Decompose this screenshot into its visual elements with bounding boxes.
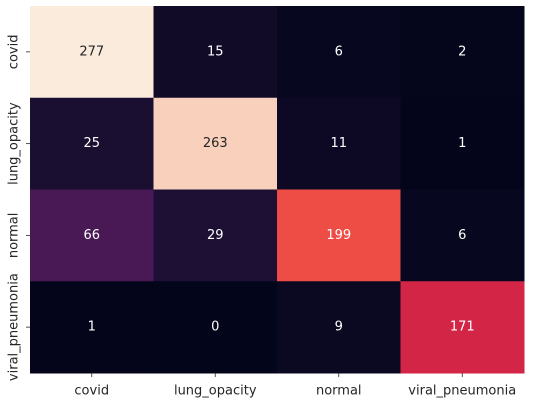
y-tick-label-covid: covid <box>7 35 22 70</box>
heatmap-cell-lung_opacity-normal <box>277 97 401 190</box>
heatmap-cell-normal-covid <box>30 189 154 282</box>
heatmap-cell-lung_opacity-viral_pneumonia <box>400 97 525 190</box>
heatmap-cell-covid-covid <box>30 6 154 99</box>
heatmap-cell-viral_pneumonia-lung_opacity <box>153 281 278 374</box>
heatmap-cell-normal-lung_opacity <box>153 189 278 282</box>
heatmap-cell-covid-lung_opacity <box>153 6 278 99</box>
annotations-layer: 277 15 6 225 263 11 166 29 199 61 0 9 171 <box>79 44 474 334</box>
heatmap-cell-lung_opacity-lung_opacity <box>153 97 278 190</box>
x-tick-label-viral_pneumonia: viral_pneumonia <box>408 384 516 399</box>
y-tick-label-lung_opacity: lung_opacity <box>7 102 22 185</box>
cell-value-label: 263 <box>203 136 228 151</box>
x-axis-ticks: covid lung_opacity normal viral_pneumonia <box>74 373 516 399</box>
cell-value-label: 277 <box>79 44 104 59</box>
cell-value-label: 1 <box>88 320 96 335</box>
cells-layer <box>30 6 525 374</box>
heatmap-cell-covid-normal <box>277 6 401 99</box>
cell-value-label: 11 <box>330 136 347 151</box>
y-tick-label-normal: normal <box>7 213 22 259</box>
cell-value-label: 29 <box>207 228 224 243</box>
heatmap-cell-covid-viral_pneumonia <box>400 6 525 99</box>
cell-value-label: 1 <box>458 136 466 151</box>
x-tick-label-lung_opacity: lung_opacity <box>174 384 257 399</box>
cell-value-label: 0 <box>211 320 219 335</box>
cell-value-label: 15 <box>207 44 224 59</box>
cell-value-label: 9 <box>335 320 343 335</box>
cell-value-label: 171 <box>450 320 475 335</box>
heatmap-cell-viral_pneumonia-covid <box>30 281 154 374</box>
heatmap-cell-lung_opacity-covid <box>30 97 154 190</box>
cell-value-label: 2 <box>458 44 466 59</box>
heatmap-cell-normal-normal <box>277 189 401 282</box>
heatmap-cell-normal-viral_pneumonia <box>400 189 525 282</box>
x-tick-label-normal: normal <box>316 384 362 399</box>
y-tick-label-viral_pneumonia: viral_pneumonia <box>7 273 22 381</box>
heatmap-cell-viral_pneumonia-normal <box>277 281 401 374</box>
cell-value-label: 6 <box>335 44 343 59</box>
heatmap-cell-viral_pneumonia-viral_pneumonia <box>400 281 525 374</box>
x-tick-label-covid: covid <box>74 384 109 399</box>
cell-value-label: 6 <box>458 228 466 243</box>
cell-value-label: 199 <box>326 228 351 243</box>
cell-value-label: 25 <box>83 136 100 151</box>
cell-value-label: 66 <box>83 228 100 243</box>
